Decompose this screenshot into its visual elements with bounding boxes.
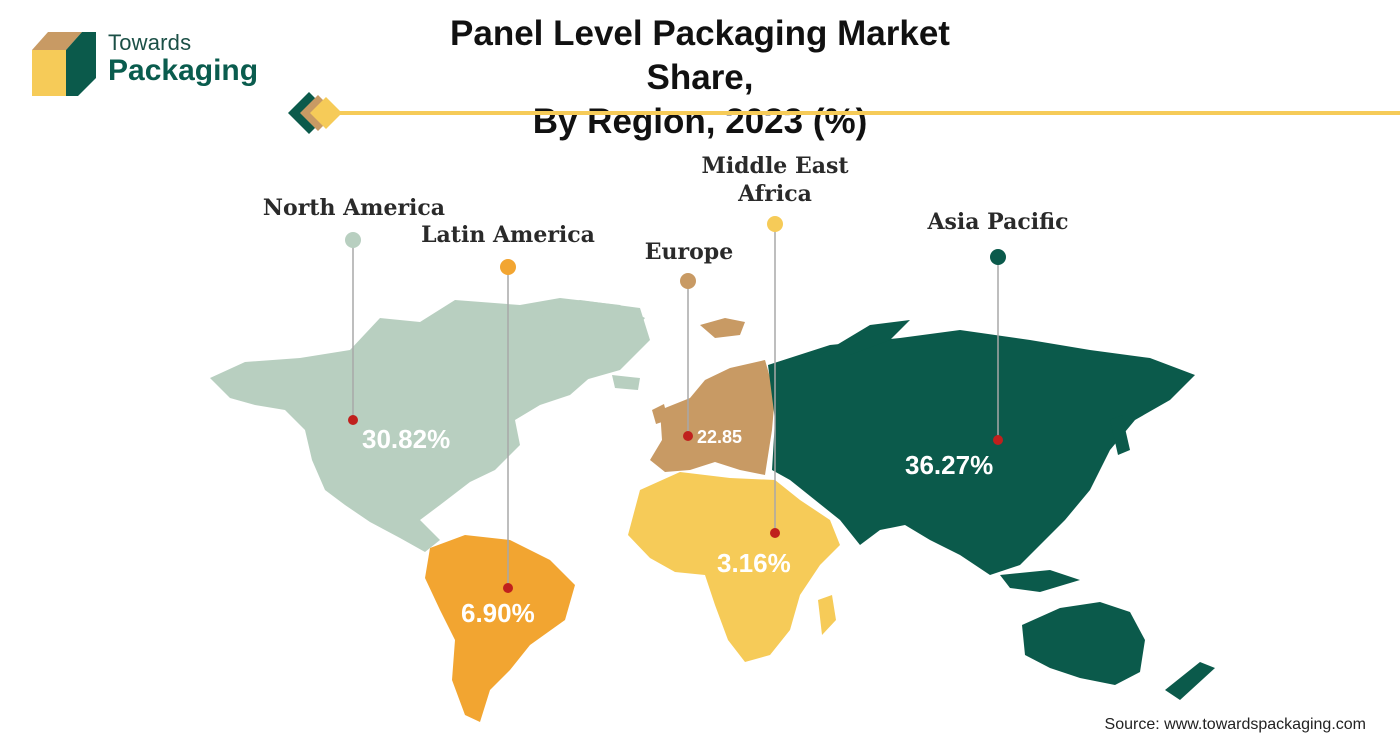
title-line1: Panel Level Packaging Market Share,: [450, 14, 950, 97]
title-divider: [288, 92, 1400, 134]
value-europe: 22.85: [697, 427, 743, 447]
region-name-middle-east-africa: Middle East Africa: [690, 152, 860, 208]
region-name-middle-east-africa-line1: Middle East: [701, 153, 849, 179]
region-name-asia-pacific: Asia Pacific: [927, 209, 1069, 235]
marker-top-asia-pacific: [990, 249, 1006, 265]
value-latin-america: 6.90%: [461, 598, 535, 628]
source-note: Source: www.towardspackaging.com: [1104, 716, 1366, 733]
location-dot-latin-america: [503, 583, 513, 593]
region-asia-pacific: [768, 320, 1215, 700]
world-map: [210, 216, 1215, 722]
region-middle-east-africa: [628, 472, 840, 662]
marker-top-middle-east-africa: [767, 216, 783, 232]
region-name-middle-east-africa-line2: Africa: [738, 181, 812, 207]
value-north-america: 30.82%: [362, 424, 451, 454]
value-asia-pacific: 36.27%: [905, 450, 994, 480]
region-name-europe: Europe: [644, 239, 734, 265]
location-dot-europe: [683, 431, 693, 441]
region-latin-america: [425, 535, 575, 722]
location-dot-middle-east-africa: [770, 528, 780, 538]
location-dot-north-america: [348, 415, 358, 425]
marker-top-north-america: [345, 232, 361, 248]
value-middle-east-africa: 3.16%: [717, 548, 791, 578]
marker-top-europe: [680, 273, 696, 289]
brand-name-line1: Towards: [108, 30, 192, 55]
package-box-icon: [32, 32, 96, 96]
region-name-latin-america: Latin America: [421, 222, 595, 248]
page-title: Panel Level Packaging Market Share, By R…: [440, 12, 960, 144]
brand-name-line2: Packaging: [108, 54, 259, 87]
region-north-america: [210, 298, 650, 552]
title-line2: By Region, 2023 (%): [532, 102, 868, 141]
brand-logo: Towards Packaging: [28, 28, 288, 100]
leader-lines: [352, 224, 999, 588]
region-name-north-america: North America: [262, 195, 446, 221]
region-europe: [650, 318, 775, 475]
location-dot-asia-pacific: [993, 435, 1003, 445]
marker-top-latin-america: [500, 259, 516, 275]
